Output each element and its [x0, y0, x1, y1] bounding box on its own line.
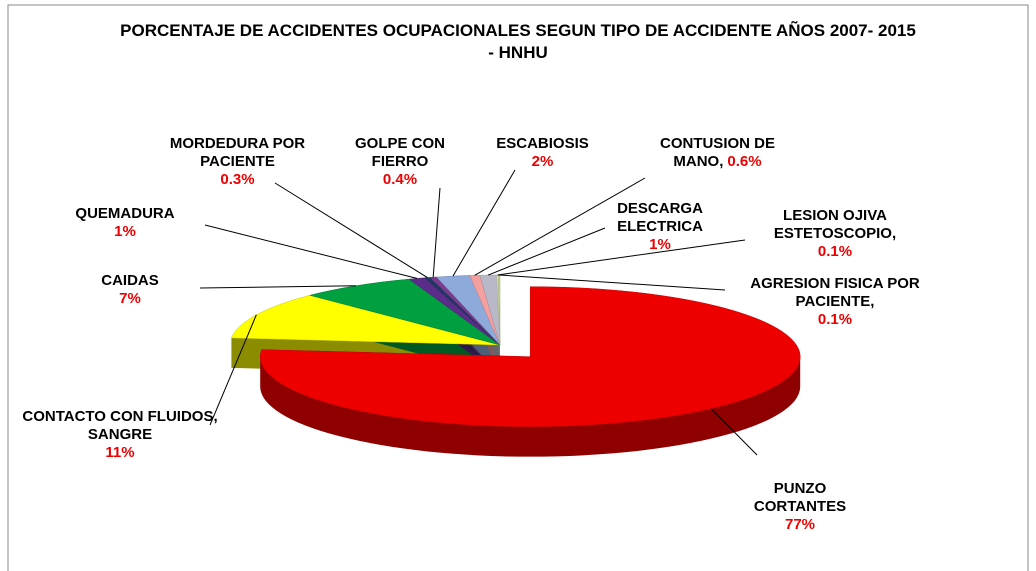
slice-label: CONTACTO CON FLUIDOS, SANGRE 11% — [20, 408, 220, 462]
slice-label: LESION OJIVA ESTETOSCOPIO, 0.1% — [745, 207, 925, 261]
value-label: 7% — [119, 290, 141, 307]
value-label: 0.1% — [817, 311, 853, 328]
value-label: 0.1% — [817, 243, 853, 260]
category-label: AGRESION FISICA POR PACIENTE, — [750, 275, 920, 310]
chart-border — [7, 4, 1029, 571]
slice-label: QUEMADURA 1% — [45, 205, 205, 241]
value-label: 1% — [649, 236, 671, 253]
value-label: 77% — [784, 516, 816, 533]
slice-label: DESCARGA ELECTRICA 1% — [600, 200, 720, 254]
slice-label: CAIDAS 7% — [70, 272, 190, 308]
pie-slice — [259, 286, 801, 427]
category-label: GOLPE CON FIERRO — [354, 135, 445, 170]
category-label: ESCABIOSIS — [496, 135, 589, 152]
leader-line — [432, 187, 441, 278]
slice-label: CONTUSION DE MANO, 0.6% — [635, 135, 800, 171]
category-label: MORDEDURA POR PACIENTE — [169, 135, 306, 170]
leader-line — [474, 177, 646, 276]
pie-slice — [308, 278, 501, 346]
leader-line — [204, 224, 418, 279]
category-label: PUNZO CORTANTES — [753, 480, 847, 515]
value-label: 0.4% — [382, 171, 418, 188]
slice-label: MORDEDURA POR PACIENTE 0.3% — [135, 135, 340, 189]
value-label: 2% — [531, 153, 554, 170]
slice-label: PUNZO CORTANTES 77% — [740, 480, 860, 534]
value-label: 0.6% — [727, 153, 762, 170]
value-label: 11% — [105, 444, 135, 461]
leader-line — [209, 314, 257, 426]
value-label: 1% — [114, 223, 136, 240]
leader-line — [497, 239, 746, 276]
value-label: 0.3% — [220, 171, 255, 188]
slice-label: AGRESION FISICA POR PACIENTE, 0.1% — [720, 275, 950, 329]
leader-line — [488, 227, 606, 276]
leader-line — [452, 169, 516, 277]
leader-line — [274, 182, 428, 278]
leader-line — [710, 408, 758, 456]
chart-title: PORCENTAJE DE ACCIDENTES OCUPACIONALES S… — [120, 21, 916, 62]
slice-label: ESCABIOSIS 2% — [480, 135, 605, 171]
category-label: CAIDAS — [101, 272, 159, 289]
slice-side — [260, 356, 801, 457]
leader-line — [499, 274, 726, 291]
category-label: LESION OJIVA ESTETOSCOPIO, — [773, 207, 897, 242]
slice-label: GOLPE CON FIERRO 0.4% — [340, 135, 460, 189]
category-label: CONTACTO CON FLUIDOS, SANGRE — [22, 408, 218, 443]
leader-line — [199, 285, 356, 289]
category-label: CONTUSION DE MANO, — [659, 135, 775, 170]
category-label: DESCARGA ELECTRICA — [617, 200, 703, 235]
category-label: QUEMADURA — [75, 205, 175, 222]
